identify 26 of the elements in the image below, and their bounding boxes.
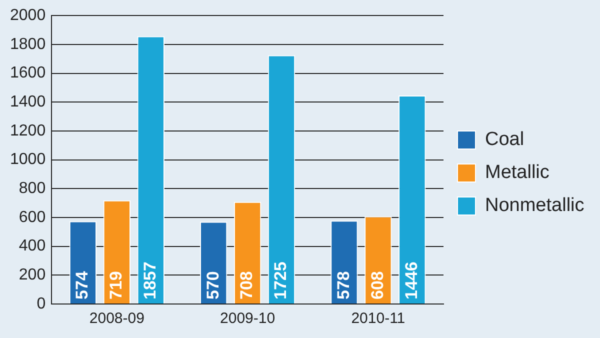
data-label: 570 <box>203 271 222 300</box>
legend-label: Nonmetallic <box>485 195 584 216</box>
legend-label: Coal <box>485 129 524 150</box>
data-label: 574 <box>72 270 92 300</box>
y-tick-label: 200 <box>18 266 46 284</box>
x-tick-label: 2008-09 <box>89 310 144 328</box>
y-tick-label: 1400 <box>10 94 46 111</box>
data-label: 1857 <box>140 262 160 300</box>
data-label: 719 <box>106 271 126 300</box>
y-tick-label: 0 <box>36 295 46 312</box>
y-tick-label: 600 <box>18 208 46 226</box>
data-label: 1725 <box>271 262 290 300</box>
data-label: 578 <box>334 271 353 300</box>
x-tick-label: 2010-11 <box>351 310 406 328</box>
y-tick-label: 800 <box>18 180 46 198</box>
data-label: 608 <box>368 271 387 300</box>
data-label: 708 <box>237 271 256 300</box>
y-tick-label: 2000 <box>10 7 46 24</box>
y-tick-label: 1600 <box>10 64 46 82</box>
x-tick-label: 2009-10 <box>220 310 276 328</box>
y-tick-label: 1200 <box>10 122 46 140</box>
legend-label: Metallic <box>485 162 550 184</box>
y-tick-label: 400 <box>18 238 46 255</box>
y-tick-label: 1000 <box>10 151 46 168</box>
y-tick-label: 1800 <box>10 36 46 53</box>
data-label: 1446 <box>402 262 421 300</box>
